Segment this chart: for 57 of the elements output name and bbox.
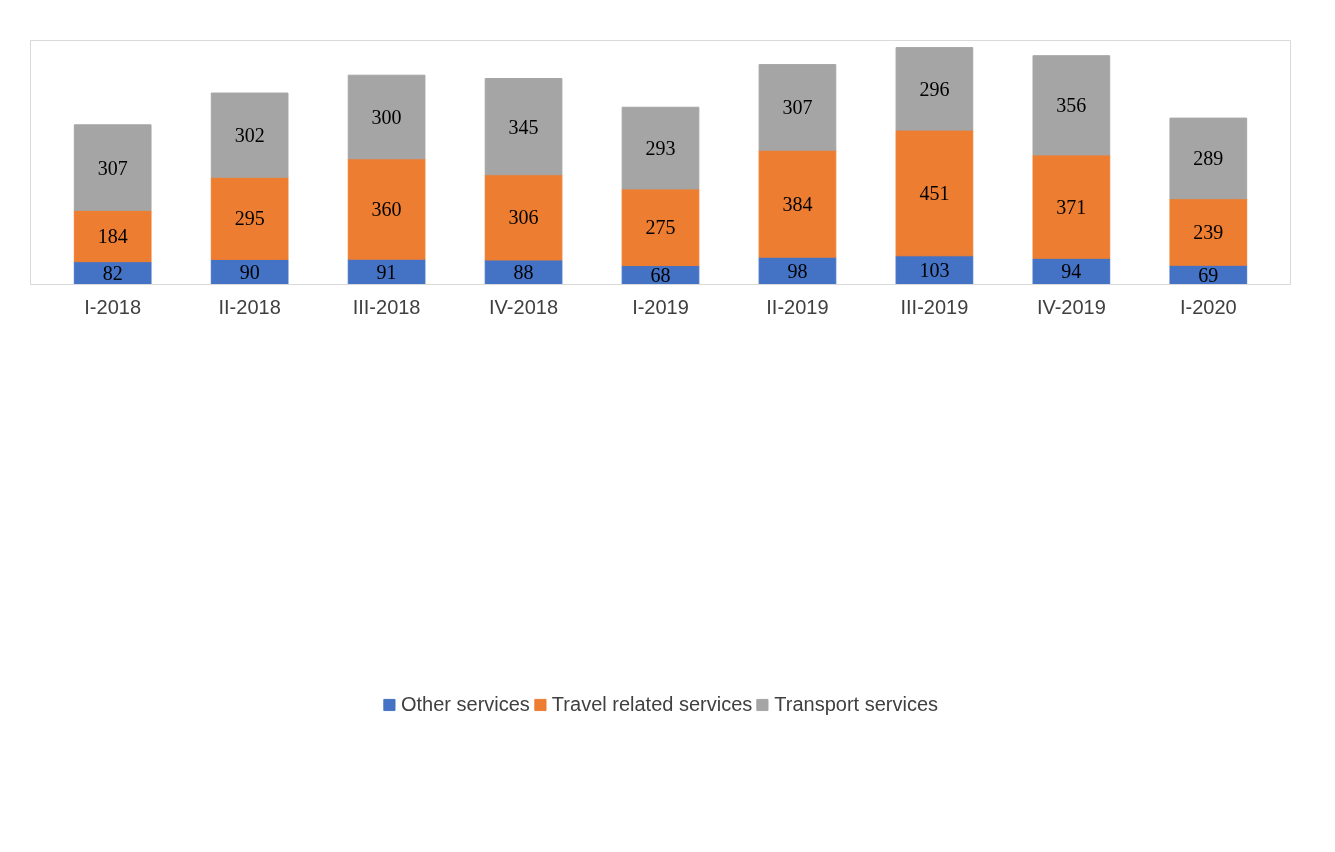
data-label: 307: [782, 96, 813, 119]
data-label: 306: [508, 206, 539, 229]
data-label: 384: [782, 192, 813, 215]
data-label: 94: [1061, 260, 1082, 283]
legend-label: Travel related services: [551, 692, 753, 716]
data-label: 184: [97, 225, 128, 248]
x-tick-label: III-2018: [352, 295, 421, 318]
x-tick-label: I-2019: [632, 295, 689, 318]
bar: [758, 64, 837, 151]
bar: [347, 74, 426, 160]
bar: [758, 149, 837, 258]
data-label: 356: [1056, 94, 1087, 117]
data-label: 295: [234, 207, 265, 230]
bar: [895, 47, 974, 131]
data-label: 289: [1193, 147, 1224, 170]
bar: [347, 158, 426, 260]
x-tick-label: IV-2018: [489, 295, 559, 318]
x-tick-label: I-2018: [84, 295, 142, 318]
data-label: 300: [371, 106, 402, 128]
bar: [1169, 198, 1248, 266]
bar: [73, 124, 152, 211]
data-label: 88: [513, 261, 534, 284]
bar: [484, 174, 563, 261]
data-label: 345: [508, 115, 539, 138]
data-label: 98: [787, 259, 808, 282]
data-label: 275: [645, 216, 676, 239]
legend-label: Other services: [400, 692, 530, 716]
data-label: 302: [234, 124, 265, 147]
x-tick-label: II-2019: [766, 295, 829, 318]
data-label: 307: [97, 156, 128, 179]
data-label: 82: [102, 262, 123, 285]
bar: [1169, 117, 1248, 200]
data-label: 91: [376, 260, 397, 283]
bar: [210, 176, 289, 260]
legend-label: Transport services: [774, 692, 939, 716]
bar: [484, 78, 563, 176]
data-label: 90: [239, 260, 260, 283]
data-label: 360: [371, 197, 402, 220]
data-label: 68: [650, 264, 671, 287]
data-label: 103: [919, 259, 950, 282]
bar: [621, 188, 700, 267]
data-label: 239: [1193, 220, 1224, 243]
x-tick-label: III-2019: [900, 295, 969, 318]
bar: [895, 129, 974, 257]
bar: [210, 92, 289, 178]
bar: [1032, 154, 1111, 259]
bar: [73, 209, 152, 263]
data-label: 451: [919, 181, 950, 204]
data-label: 296: [919, 77, 950, 100]
data-label: 69: [1198, 263, 1219, 286]
x-tick-label: II-2018: [218, 295, 281, 318]
bar: [1032, 55, 1111, 156]
data-label: 293: [645, 137, 676, 160]
x-tick-label: IV-2019: [1036, 295, 1106, 318]
data-label: 371: [1056, 195, 1087, 218]
x-tick-label: I-2020: [1179, 295, 1237, 318]
bar: [621, 106, 700, 190]
